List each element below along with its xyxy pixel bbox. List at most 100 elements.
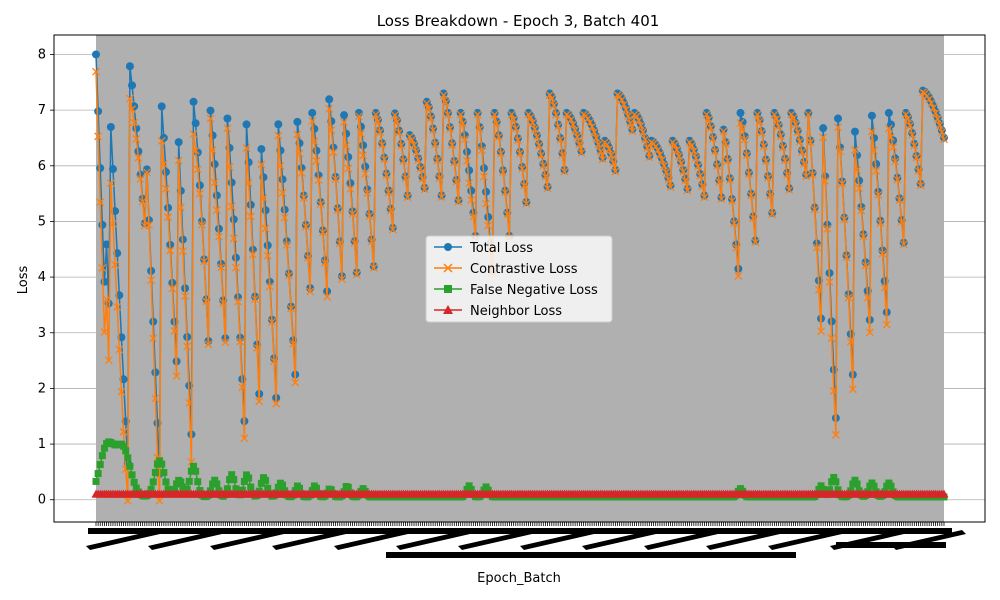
contrastive-loss-point: [806, 138, 815, 147]
contrastive-loss-point: [683, 186, 692, 195]
contrastive-loss-point: [282, 240, 291, 249]
false-negative-loss-point: [232, 485, 240, 493]
total-loss-point: [242, 120, 251, 129]
contrastive-loss-point: [848, 385, 857, 394]
contrastive-loss-point: [783, 170, 792, 179]
axes-border: [53, 34, 986, 523]
x-axis-ticks: [86, 522, 966, 558]
contrastive-loss-point: [753, 110, 762, 119]
contrastive-loss-point: [931, 109, 940, 118]
contrastive-loss-point: [602, 140, 611, 149]
legend-label-false-negative-loss: False Negative Loss: [470, 283, 598, 298]
false-negative-loss-point: [190, 462, 198, 470]
total-loss-point: [128, 81, 137, 90]
contrastive-loss-point: [253, 343, 262, 352]
contrastive-loss-point: [185, 398, 194, 407]
contrastive-loss-point: [554, 122, 563, 131]
contrastive-loss-point: [776, 132, 785, 141]
total-loss-point: [467, 186, 476, 195]
contrastive-loss-point: [325, 104, 334, 113]
contrastive-loss-point: [397, 141, 406, 150]
contrastive-loss-point: [598, 155, 607, 164]
y-tick-label: 8: [38, 47, 46, 62]
contrastive-loss-point: [337, 275, 346, 284]
false-negative-loss-point: [98, 452, 106, 460]
contrastive-loss-point: [575, 140, 584, 149]
contrastive-loss-point: [719, 127, 728, 136]
contrastive-loss-point: [418, 174, 427, 183]
contrastive-loss-point: [359, 151, 368, 160]
false-negative-loss-point: [817, 482, 825, 490]
contrastive-loss-point: [700, 193, 709, 202]
contrastive-loss-point: [749, 214, 758, 223]
contrastive-loss-point: [378, 140, 387, 149]
contrastive-loss-point: [590, 128, 599, 136]
contrastive-loss-point: [537, 151, 546, 160]
contrastive-loss-point: [681, 176, 690, 185]
contrastive-loss-point: [257, 160, 266, 169]
contrastive-loss-point: [721, 139, 730, 148]
contrastive-loss-point: [810, 205, 819, 214]
total-loss-point: [157, 102, 166, 111]
contrastive-loss-point: [215, 232, 223, 241]
contrastive-loss-point: [859, 232, 868, 241]
contrastive-loss-point: [698, 182, 707, 191]
contrastive-loss-point: [164, 213, 173, 222]
false-negative-loss-point: [870, 482, 878, 490]
contrastive-loss-point: [829, 386, 838, 395]
contrastive-loss-point: [708, 134, 717, 143]
contrastive-loss-point: [443, 110, 452, 119]
total-loss-point: [736, 108, 745, 117]
contrastive-loss-point: [865, 328, 874, 337]
total-loss-point: [884, 108, 893, 117]
contrastive-loss-point: [456, 110, 465, 119]
contrastive-loss-point: [547, 94, 556, 103]
false-negative-loss-point: [162, 478, 170, 486]
contrastive-loss-point: [284, 271, 293, 280]
false-negative-loss-point: [849, 480, 857, 488]
contrastive-loss-point: [643, 143, 652, 152]
false-negative-loss-point: [832, 478, 840, 486]
false-negative-loss-point: [226, 476, 234, 484]
contrastive-loss-point: [142, 168, 151, 177]
contrastive-loss-point: [904, 114, 912, 123]
contrastive-loss-point: [795, 137, 804, 146]
total-loss-point: [210, 160, 219, 169]
total-loss-point: [263, 241, 272, 250]
total-loss-point: [212, 191, 221, 200]
contrastive-loss-point: [384, 188, 393, 197]
contrastive-loss-point: [855, 184, 864, 193]
contrastive-loss-point: [778, 143, 787, 152]
contrastive-loss-point: [543, 184, 552, 193]
total-loss-point: [308, 108, 317, 117]
false-negative-loss-point: [830, 473, 838, 481]
contrastive-loss-point: [800, 159, 809, 168]
series-layer: [91, 50, 949, 505]
contrastive-loss-point: [480, 172, 488, 181]
false-negative-loss-point: [213, 480, 221, 488]
contrastive-loss-point: [195, 189, 204, 198]
contrastive-loss-point: [344, 164, 353, 173]
contrastive-loss-point: [666, 183, 675, 192]
false-negative-loss-point: [262, 476, 270, 484]
contrastive-loss-point: [757, 128, 766, 137]
contrastive-loss-point: [560, 167, 569, 176]
x-tick-label-cluster: [396, 530, 470, 550]
false-negative-loss-point: [170, 485, 178, 493]
contrastive-loss-point: [450, 158, 459, 167]
contrastive-loss-point: [306, 287, 315, 296]
contrastive-loss-point: [473, 110, 482, 119]
contrastive-loss-point: [374, 117, 382, 126]
contrastive-loss-point: [870, 146, 878, 155]
contrastive-loss-point: [520, 181, 529, 190]
false-negative-loss-point: [240, 477, 248, 485]
false-negative-loss-point: [465, 482, 473, 490]
contrastive-loss-point: [301, 222, 310, 231]
contrastive-loss-point: [113, 302, 122, 311]
total-loss-point: [125, 62, 134, 71]
contrastive-loss-point: [448, 141, 457, 149]
contrastive-loss-point: [234, 297, 242, 306]
total-loss-point: [261, 206, 270, 215]
contrastive-loss-point: [335, 239, 344, 248]
false-negative-loss-point: [264, 484, 272, 492]
